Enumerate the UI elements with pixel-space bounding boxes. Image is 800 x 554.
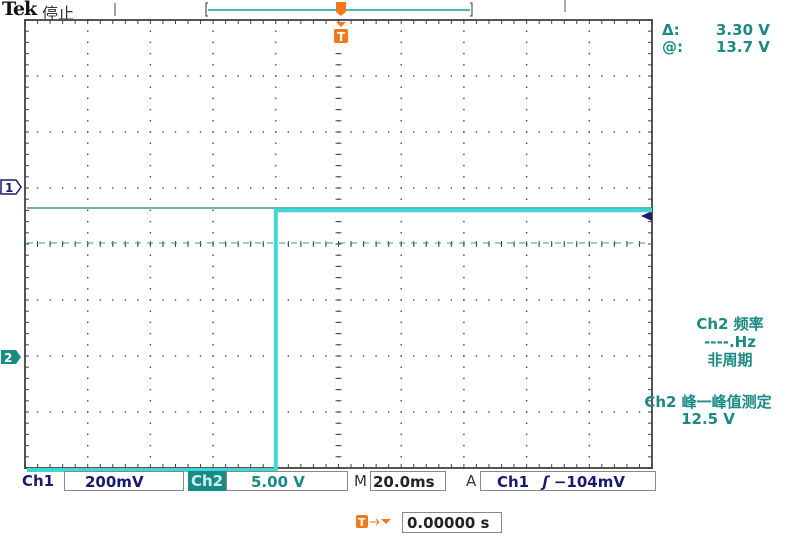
record-bracket-left	[205, 2, 208, 17]
measurement-value: 12.5 V	[681, 410, 735, 428]
timebase-label: M	[354, 472, 367, 490]
trigger-settings[interactable]: Ch1 ʃ −104mV	[480, 471, 656, 491]
measurement-note: 非周期	[707, 351, 753, 369]
ch1-marker[interactable]: 1	[0, 179, 22, 195]
trigger-mode-label: A	[466, 472, 477, 490]
svg-text:T: T	[358, 516, 366, 529]
brand-logo: Tek	[2, 0, 37, 20]
ch1-level-arrow-icon	[641, 211, 652, 221]
measurement-value: ----.Hz	[704, 333, 756, 351]
rising-edge-icon: ʃ	[542, 473, 549, 491]
trigger-position-value[interactable]: 0.00000 s	[402, 512, 502, 533]
trigger-level: −104mV	[553, 473, 625, 491]
trigger-source: Ch1	[497, 473, 530, 491]
ch2-label[interactable]: Ch2	[188, 471, 226, 491]
measurement-title: Ch2 频率	[696, 315, 764, 333]
trigger-position-icon: T	[356, 514, 400, 534]
ch2-marker[interactable]: 2	[1, 350, 21, 365]
ch2-waveform	[27, 208, 652, 472]
acquisition-state: 停止	[42, 4, 75, 23]
record-bracket-right	[470, 2, 473, 17]
delta-label: Δ:	[662, 21, 680, 39]
at-value: 13.7 V	[716, 38, 770, 56]
ch1-marker-label: 1	[5, 181, 13, 195]
ch1-scale[interactable]: 200mV	[64, 471, 184, 491]
timebase-scale[interactable]: 20.0ms	[370, 471, 446, 491]
trigger-position-marker[interactable]: T	[334, 2, 348, 44]
ch1-label[interactable]: Ch1	[22, 472, 55, 490]
measurement-frequency: Ch2 频率 ----.Hz 非周期	[660, 315, 800, 369]
ch2-scale[interactable]: 5.00 V	[226, 471, 348, 491]
measurement-title: Ch2 峰一峰值测定	[644, 393, 772, 411]
cursor-readout: Δ: 3.30 V @: 13.7 V	[662, 21, 770, 56]
graticule	[24, 19, 653, 469]
ch2-marker-label: 2	[4, 351, 12, 365]
measurement-peak-to-peak: Ch2 峰一峰值测定 12.5 V	[610, 394, 800, 428]
at-label: @:	[662, 38, 683, 56]
trigger-marker-label: T	[337, 30, 346, 44]
delta-value: 3.30 V	[716, 21, 770, 39]
